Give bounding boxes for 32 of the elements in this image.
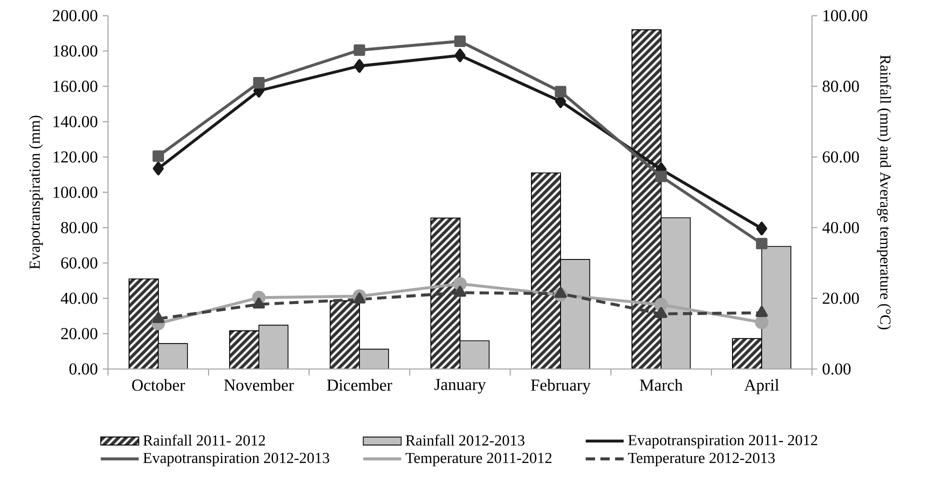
- y2-tick-label: 0.00: [822, 363, 851, 375]
- y2-tick-label: 60.00: [822, 151, 859, 163]
- x-tick-label: April: [744, 379, 779, 394]
- y-tick-label: 0.00: [69, 363, 98, 375]
- legend-label: Temperature 2011-2012: [406, 452, 552, 466]
- x-tick-label: January: [434, 379, 486, 394]
- y-axis-title: Evapotranspiration (mm): [29, 116, 43, 270]
- y-tick-label: 80.00: [61, 222, 98, 234]
- y2-axis-title: Rainfall (mm) and Average temperature (°C): [877, 55, 892, 330]
- x-tick-label: November: [224, 379, 294, 391]
- legend-label: Evapotranspiration 2011- 2012: [628, 434, 818, 448]
- y-tick-label: 180.00: [54, 45, 98, 57]
- x-tick-label: October: [132, 379, 185, 391]
- y2-tick-label: 100.00: [823, 10, 868, 22]
- legend-label: Rainfall 2012-2013: [406, 434, 524, 446]
- y2-tick-label: 20.00: [822, 292, 859, 304]
- y-tick-label: 200.00: [52, 10, 98, 22]
- legend-label: Evapotranspiration 2012-2013: [143, 452, 330, 466]
- y-tick-label: 100.00: [54, 186, 98, 198]
- y-tick-label: 60.00: [61, 257, 98, 269]
- y2-tick-label: 80.00: [822, 80, 859, 92]
- y-tick-label: 140.00: [54, 116, 98, 128]
- legend-label: Rainfall 2011- 2012: [143, 434, 265, 446]
- x-tick-label: February: [530, 379, 591, 394]
- x-tick-label: March: [640, 379, 683, 391]
- y-tick-label: 160.00: [54, 80, 98, 92]
- y-tick-label: 20.00: [61, 328, 98, 340]
- y-tick-label: 120.00: [54, 151, 98, 163]
- legend-label: Temperature 2012-2013: [628, 452, 775, 466]
- y2-tick-label: 40.00: [822, 222, 859, 234]
- y-tick-label: 40.00: [60, 292, 98, 304]
- x-tick-label: Dicember: [327, 379, 392, 391]
